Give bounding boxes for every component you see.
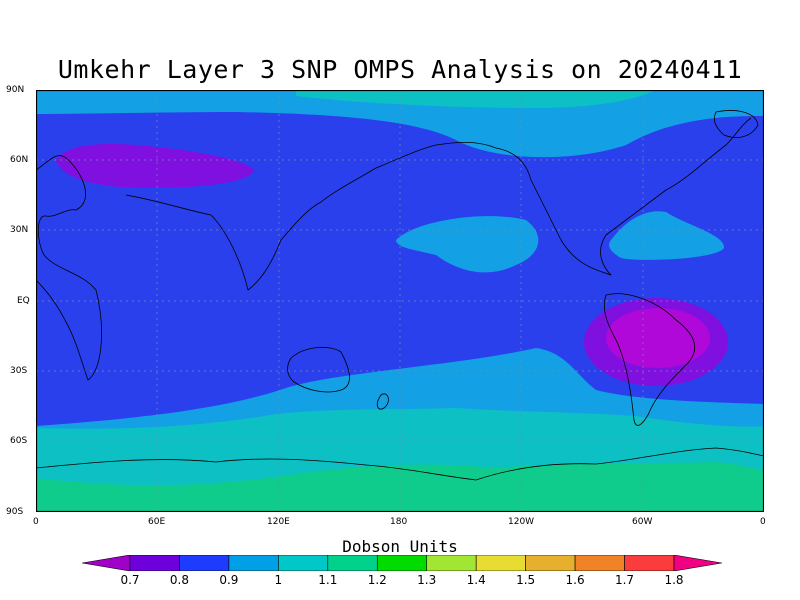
coastlines: [36, 110, 764, 481]
coast-south-america: [603, 293, 696, 426]
coast-australia: [287, 346, 350, 393]
colorbar-swatch: [129, 555, 180, 571]
map-title: Umkehr Layer 3 SNP OMPS Analysis on 2024…: [57, 55, 743, 84]
colorbar-tick-label: 1.1: [318, 573, 338, 587]
lon-label: 0: [33, 517, 39, 527]
field-north-light: [36, 90, 764, 158]
field-pacific-light: [396, 216, 539, 273]
colorbar-tick-label: 0.9: [219, 573, 239, 587]
field-north-teal: [296, 90, 656, 108]
lat-label: 30N: [10, 225, 29, 235]
gridlines: [36, 90, 764, 512]
colorbar-swatch: [278, 555, 329, 571]
colorbar-swatch: [426, 555, 477, 571]
colorbar-tick-label: 1.7: [614, 573, 635, 587]
colorbar-tick-label: 1.6: [565, 573, 585, 587]
lat-label: 60N: [10, 155, 29, 165]
colorbar-swatch: [179, 555, 230, 571]
colorbar-swatch: [525, 555, 576, 571]
colorbar-swatch: [228, 555, 279, 571]
colorbar-title: Dobson Units: [342, 537, 458, 556]
lon-label: 120W: [508, 517, 535, 527]
coast-asia: [125, 141, 497, 291]
coast-north-america: [495, 117, 752, 276]
colorbar-tick-label: 0.8: [169, 573, 189, 587]
colorbar-tick-label: 1.3: [417, 573, 437, 587]
colorbar: [82, 555, 722, 571]
colorbar-swatch-high: [673, 555, 722, 571]
lat-label: 60S: [10, 436, 28, 446]
map-frame: [36, 90, 764, 512]
ozone-map: [36, 90, 764, 512]
lon-label: 60E: [148, 517, 166, 527]
colorbar-tick-label: 1.4: [466, 573, 486, 587]
field-atlantic-light: [609, 211, 725, 260]
lon-label: 0: [760, 517, 766, 527]
lat-label: 30S: [10, 366, 28, 376]
coast-greenland: [714, 110, 759, 138]
lat-label: 90N: [6, 85, 25, 95]
field-samerica-magenta: [606, 308, 710, 368]
lon-label: 60W: [632, 517, 653, 527]
colorbar-tick-label: 1: [274, 573, 283, 587]
colorbar-tick-label: 1.8: [664, 573, 684, 587]
coast-antarctica: [36, 447, 764, 481]
lon-label: 180: [390, 517, 408, 527]
lon-label: 120E: [267, 517, 290, 527]
lat-label: EQ: [17, 296, 30, 306]
colorbar-tick-label: 1.2: [367, 573, 387, 587]
colorbar-swatch: [376, 555, 428, 571]
colorbar-swatch: [624, 555, 675, 571]
colorbar-tick-label: 0.7: [120, 573, 140, 587]
colorbar-swatch: [574, 555, 625, 571]
colorbar-swatch: [475, 555, 526, 571]
lat-label: 90S: [6, 507, 24, 517]
colorbar-swatch: [327, 555, 378, 571]
colorbar-swatch-low: [82, 555, 131, 571]
field-europe-purple: [56, 143, 254, 188]
coast-newzealand: [376, 393, 389, 410]
colorbar-tick-label: 1.5: [516, 573, 536, 587]
coast-africa-europe: [36, 155, 102, 381]
